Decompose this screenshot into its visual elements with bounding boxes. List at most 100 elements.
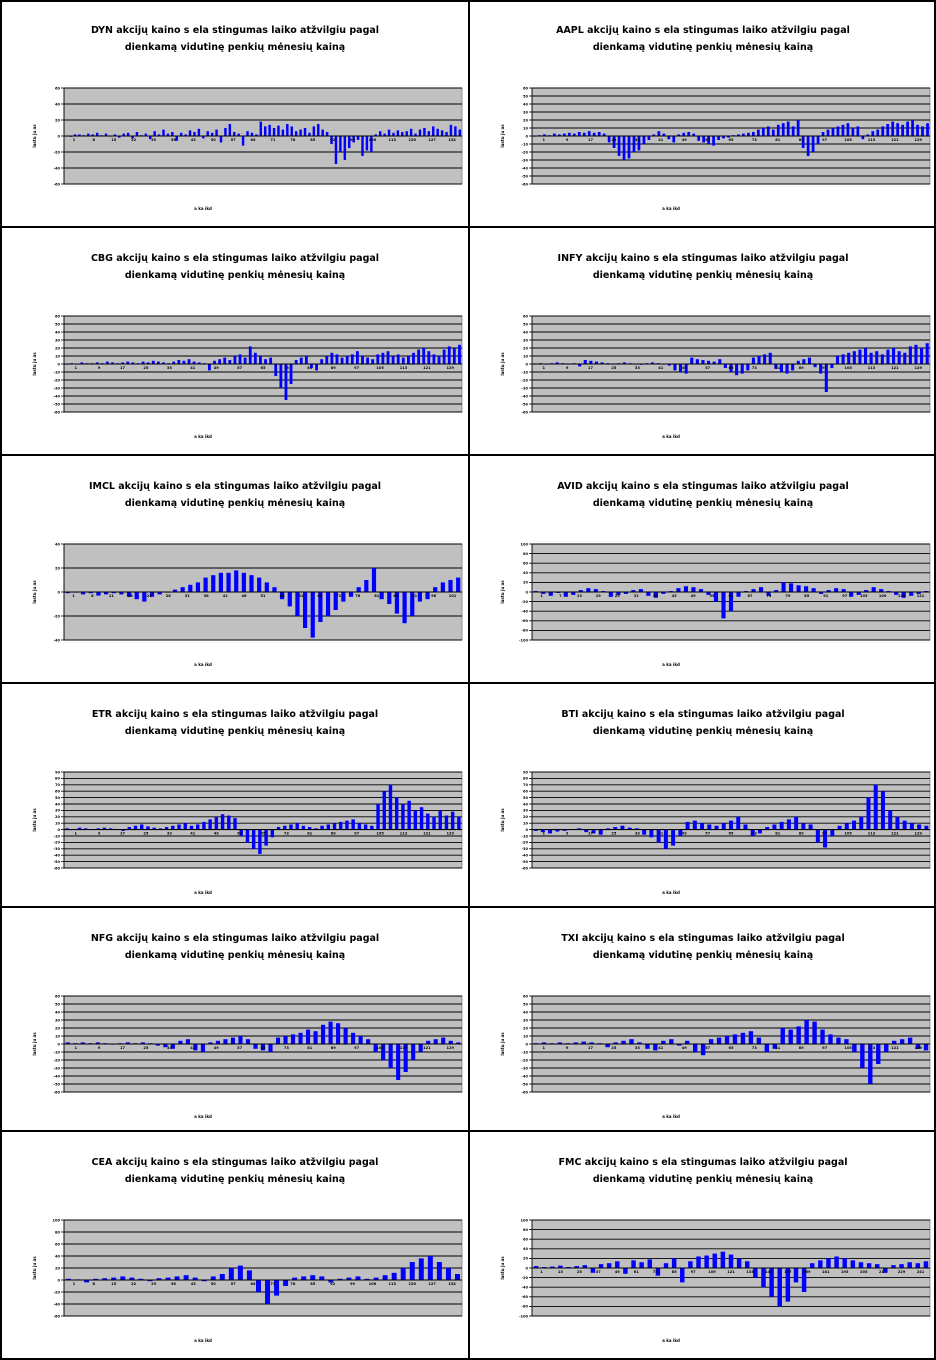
- bar: [903, 352, 907, 364]
- y-tick-label: -30: [522, 386, 529, 390]
- bar: [314, 828, 318, 830]
- y-tick-label: 80: [523, 1228, 529, 1232]
- x-tick-label: 36: [204, 594, 210, 598]
- x-tick-label: 56: [279, 594, 285, 598]
- x-tick-label: 157: [784, 1270, 792, 1274]
- bar: [875, 351, 879, 364]
- bar: [88, 592, 93, 594]
- bar: [819, 364, 823, 374]
- bar: [414, 133, 417, 136]
- bar: [211, 575, 216, 592]
- bar: [210, 132, 214, 136]
- y-axis-title: lastu ju as: [32, 808, 37, 832]
- bar: [295, 592, 300, 616]
- x-tick-label: 121: [423, 366, 431, 370]
- bar: [737, 134, 740, 136]
- bar: [269, 357, 273, 364]
- y-tick-label: 30: [55, 1018, 61, 1022]
- bar: [172, 361, 176, 364]
- bar: [111, 362, 114, 364]
- bar: [844, 1039, 849, 1044]
- bar: [445, 132, 448, 136]
- bar: [197, 128, 201, 136]
- bar: [781, 582, 786, 592]
- bar: [548, 829, 553, 834]
- bar: [405, 131, 408, 136]
- x-tick-label: 133: [746, 1270, 754, 1274]
- bar: [788, 1029, 793, 1044]
- bar: [637, 1042, 642, 1044]
- bar: [361, 356, 364, 364]
- bar: [66, 1278, 72, 1280]
- bar: [841, 124, 845, 136]
- bar: [623, 1268, 628, 1274]
- bar: [662, 133, 666, 136]
- bar: [897, 351, 901, 364]
- bar: [589, 1042, 594, 1044]
- bar: [791, 364, 795, 371]
- bar: [95, 362, 99, 364]
- x-tick-label: 97: [354, 366, 360, 370]
- y-tick-label: 0: [57, 362, 60, 366]
- y-tick-label: -60: [522, 1090, 529, 1094]
- bar: [562, 133, 566, 136]
- bar: [638, 589, 643, 592]
- bar-chart: 60 50 40 30 20 10 0 -10 -20 -30 -40 -50 -60 1 9 17 25 33 4…: [500, 86, 931, 211]
- x-tick-label: 121: [917, 594, 925, 598]
- bar: [567, 132, 571, 136]
- x-tick-label: 91: [412, 594, 418, 598]
- x-tick-label: 109: [879, 594, 887, 598]
- bar: [712, 1253, 717, 1268]
- x-tick-label: 11: [109, 594, 115, 598]
- chart-cell: IMCL akcijų kaino s ela stingumas laiko …: [2, 458, 468, 682]
- chart-cell: DYN akcijų kaino s ela stingumas laiko a…: [2, 2, 468, 226]
- bar: [613, 1042, 618, 1044]
- bar: [587, 131, 591, 136]
- bar: [223, 357, 227, 364]
- bar: [80, 1042, 85, 1044]
- x-tick-label: 81: [775, 1046, 781, 1050]
- x-axis-title: a ka ikd: [662, 434, 680, 439]
- bar: [909, 823, 914, 830]
- y-tick-label: 30: [523, 338, 529, 342]
- bar: [864, 590, 869, 592]
- bar: [333, 592, 338, 610]
- bar: [593, 589, 598, 592]
- bar: [298, 1032, 303, 1044]
- x-tick-label: 41: [190, 1046, 196, 1050]
- x-tick-label: 1: [74, 1046, 77, 1050]
- x-tick-label: 103: [860, 594, 868, 598]
- y-tick-label: -40: [54, 394, 61, 398]
- bar: [411, 1044, 416, 1060]
- bar-chart: 60 50 40 30 20 10 0 -10 -20 -30 -40 -50 -60 1 9 17 25 33 4…: [500, 994, 931, 1119]
- bar: [140, 1042, 145, 1044]
- x-tick-label: 9: [566, 138, 569, 142]
- x-tick-label: 61: [298, 594, 304, 598]
- bar: [642, 829, 647, 835]
- y-tick-label: 10: [523, 822, 529, 826]
- y-tick-label: -20: [54, 1058, 61, 1062]
- bar: [118, 136, 121, 138]
- bar: [125, 1042, 130, 1044]
- bar: [914, 344, 918, 364]
- bar: [562, 829, 567, 831]
- bar: [736, 592, 741, 597]
- bar: [104, 133, 108, 136]
- bar: [794, 816, 799, 830]
- frame-line: [0, 1358, 936, 1360]
- x-tick-label: 33: [635, 1046, 641, 1050]
- x-tick-label: 89: [799, 832, 805, 836]
- y-tick-label: 20: [55, 346, 61, 350]
- bar: [77, 827, 82, 830]
- bar: [747, 132, 750, 136]
- bar: [131, 362, 135, 364]
- bar: [650, 362, 655, 364]
- bar: [908, 346, 912, 364]
- bar: [796, 1026, 801, 1044]
- bar: [669, 1039, 674, 1044]
- x-tick-label: 105: [376, 1046, 384, 1050]
- x-tick-label: 241: [917, 1270, 925, 1274]
- bar: [410, 592, 415, 616]
- x-tick-label: 17: [120, 1046, 126, 1050]
- x-axis-title: a ka ikd: [662, 890, 680, 895]
